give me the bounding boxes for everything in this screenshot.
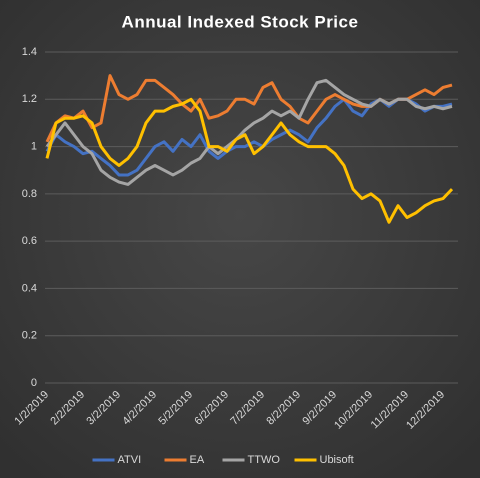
y-tick-label: 0.8 — [22, 188, 37, 200]
y-tick-label: 0.2 — [22, 330, 37, 342]
y-tick-label: 1.4 — [22, 46, 37, 58]
legend: ATVI EA TTWO Ubisoft — [92, 454, 354, 466]
legend-label: Ubisoft — [320, 454, 354, 466]
y-tick-label: 0 — [31, 377, 37, 389]
chart-title: Annual Indexed Stock Price — [122, 12, 359, 31]
y-tick-label: 1 — [31, 140, 37, 152]
legend-label: TTWO — [248, 454, 281, 466]
series-line — [45, 97, 454, 224]
y-tick-label: 0.6 — [22, 235, 37, 247]
legend-label: ATVI — [118, 454, 142, 466]
y-tick-label: 0.4 — [22, 282, 37, 294]
legend-label: EA — [190, 454, 205, 466]
y-tick-label: 1.2 — [22, 93, 37, 105]
series-line — [45, 78, 453, 186]
